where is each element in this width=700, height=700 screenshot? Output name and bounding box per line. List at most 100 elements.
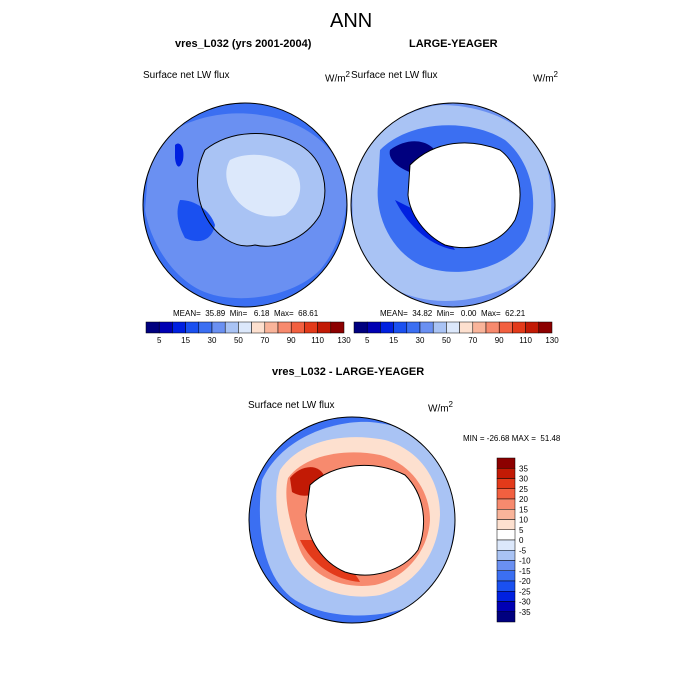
- left-colorbar-swatch: [172, 321, 186, 334]
- diff-colorbar-tick-label: 35: [519, 464, 528, 473]
- left-colorbar-swatch: [211, 321, 226, 334]
- left-colorbar-tick-label: 30: [208, 336, 217, 345]
- diff-map-border: [248, 416, 456, 624]
- diff-colorbar-tick-label: -30: [519, 598, 531, 607]
- diff-panel-stats: MIN = -26.68 MAX = 51.48: [463, 434, 561, 443]
- diff-panel-units: W/m2: [428, 400, 453, 415]
- right-panel-units: W/m2: [533, 70, 558, 85]
- diff-colorbar-swatch: [496, 498, 516, 510]
- left-colorbar-tick-label: 5: [157, 336, 162, 345]
- diff-map-continent: [305, 464, 425, 576]
- diff-map: [248, 416, 456, 624]
- right-colorbar-swatch: [525, 321, 540, 334]
- diff-colorbar-swatch: [496, 560, 516, 571]
- left-colorbar-swatch: [251, 321, 266, 334]
- left-colorbar-swatch: [185, 321, 200, 334]
- right-colorbar-swatch: [366, 321, 381, 334]
- right-colorbar-tick-label: 70: [468, 336, 477, 345]
- left-colorbar-swatch: [277, 321, 292, 334]
- left-colorbar-tick-label: 70: [260, 336, 269, 345]
- right-colorbar-tick-label: 50: [442, 336, 451, 345]
- left-colorbar-tick-label: 50: [234, 336, 243, 345]
- right-colorbar-swatch: [472, 321, 487, 334]
- diff-colorbar-tick-label: 0: [519, 536, 524, 545]
- right-panel-stats: MEAN= 34.82 Min= 0.00 Max= 62.21: [380, 309, 526, 318]
- diff-colorbar-swatch: [496, 580, 516, 592]
- right-colorbar-tick-label: 15: [389, 336, 398, 345]
- right-map-continent: [407, 142, 521, 248]
- right-colorbar-tick-label: 130: [545, 336, 559, 345]
- left-colorbar-tick-label: 130: [337, 336, 351, 345]
- left-map: [142, 102, 348, 308]
- right-colorbar-swatch: [432, 321, 447, 334]
- left-colorbar: 5 15 30 50 70 90 110 130: [145, 321, 351, 345]
- left-panel-title: vres_L032 (yrs 2001-2004): [175, 38, 312, 50]
- diff-colorbar-tick-label: 15: [519, 505, 528, 514]
- right-colorbar-tick-label: 30: [416, 336, 425, 345]
- diff-colorbar-tick-label: -20: [519, 577, 531, 586]
- diff-colorbar-tick-label: -10: [519, 557, 531, 566]
- left-colorbar-swatch: [158, 321, 173, 334]
- diff-colorbar-swatch: [496, 519, 516, 530]
- left-colorbar-swatch: [198, 321, 213, 334]
- right-map: [350, 102, 556, 308]
- diff-colorbar-swatch: [496, 611, 516, 623]
- left-panel-field-label: Surface net LW flux: [143, 70, 230, 81]
- right-colorbar-tick-label: 90: [495, 336, 504, 345]
- right-colorbar-swatch: [459, 321, 474, 334]
- left-colorbar-swatch: [238, 321, 252, 334]
- right-colorbar-swatch: [446, 321, 460, 334]
- diff-colorbar-tick-label: 30: [519, 475, 528, 484]
- diff-colorbar-swatch: [496, 550, 516, 561]
- right-colorbar-swatch: [406, 321, 421, 334]
- right-colorbar-swatch: [353, 321, 368, 334]
- diff-panel-field-label: Surface net LW flux: [248, 400, 335, 411]
- diff-colorbar-swatch: [496, 570, 516, 582]
- diff-colorbar-swatch: [496, 601, 516, 612]
- left-map-border: [142, 102, 348, 308]
- right-colorbar-swatch: [538, 321, 553, 334]
- left-colorbar-swatch: [145, 321, 160, 334]
- diff-colorbar-tick-label: -25: [519, 587, 531, 596]
- diff-colorbar-swatch: [496, 591, 516, 602]
- diff-colorbar-tick-label: -5: [519, 546, 527, 555]
- diff-colorbar-swatch: [496, 509, 516, 520]
- right-colorbar-swatch: [393, 321, 408, 334]
- diff-panel-title: vres_L032 - LARGE-YEAGER: [272, 366, 425, 378]
- right-panel-field-label: Surface net LW flux: [351, 70, 438, 81]
- diff-colorbar-swatch: [496, 529, 516, 541]
- figure-title: ANN: [330, 10, 373, 32]
- right-colorbar-swatch: [512, 321, 526, 334]
- diff-colorbar-tick-label: 5: [519, 526, 524, 535]
- right-map-border: [350, 102, 556, 308]
- left-colorbar-swatch: [264, 321, 279, 334]
- diff-colorbar-swatch: [496, 457, 516, 469]
- right-colorbar: 5 15 30 50 70 90 110 130: [353, 321, 559, 345]
- diff-colorbar-swatch: [496, 488, 516, 500]
- right-colorbar-tick-label: 110: [519, 336, 532, 345]
- right-panel-title: LARGE-YEAGER: [409, 38, 498, 50]
- left-map-peninsula-low: [175, 143, 184, 167]
- diff-colorbar-swatch: [496, 539, 516, 551]
- right-colorbar-swatch: [498, 321, 513, 334]
- left-map-ross-low: [177, 200, 215, 242]
- diff-colorbar-swatch: [496, 478, 516, 489]
- left-map-coastline: [197, 133, 326, 247]
- right-colorbar-swatch: [419, 321, 434, 334]
- diff-colorbar-tick-label: -15: [519, 567, 531, 576]
- left-panel-units: W/m2: [325, 70, 350, 85]
- diff-colorbar-tick-label: 25: [519, 485, 528, 494]
- diff-colorbar-tick-label: -35: [519, 608, 531, 617]
- right-colorbar-swatch: [485, 321, 500, 334]
- left-colorbar-swatch: [317, 321, 332, 334]
- left-colorbar-tick-label: 90: [287, 336, 296, 345]
- left-colorbar-swatch: [330, 321, 345, 334]
- left-colorbar-tick-label: 110: [311, 336, 324, 345]
- left-panel-stats: MEAN= 35.89 Min= 6.18 Max= 68.61: [173, 309, 319, 318]
- left-colorbar-swatch: [224, 321, 239, 334]
- right-colorbar-tick-label: 5: [365, 336, 370, 345]
- diff-colorbar-tick-label: 10: [519, 516, 528, 525]
- diff-colorbar-tick-label: 20: [519, 495, 528, 504]
